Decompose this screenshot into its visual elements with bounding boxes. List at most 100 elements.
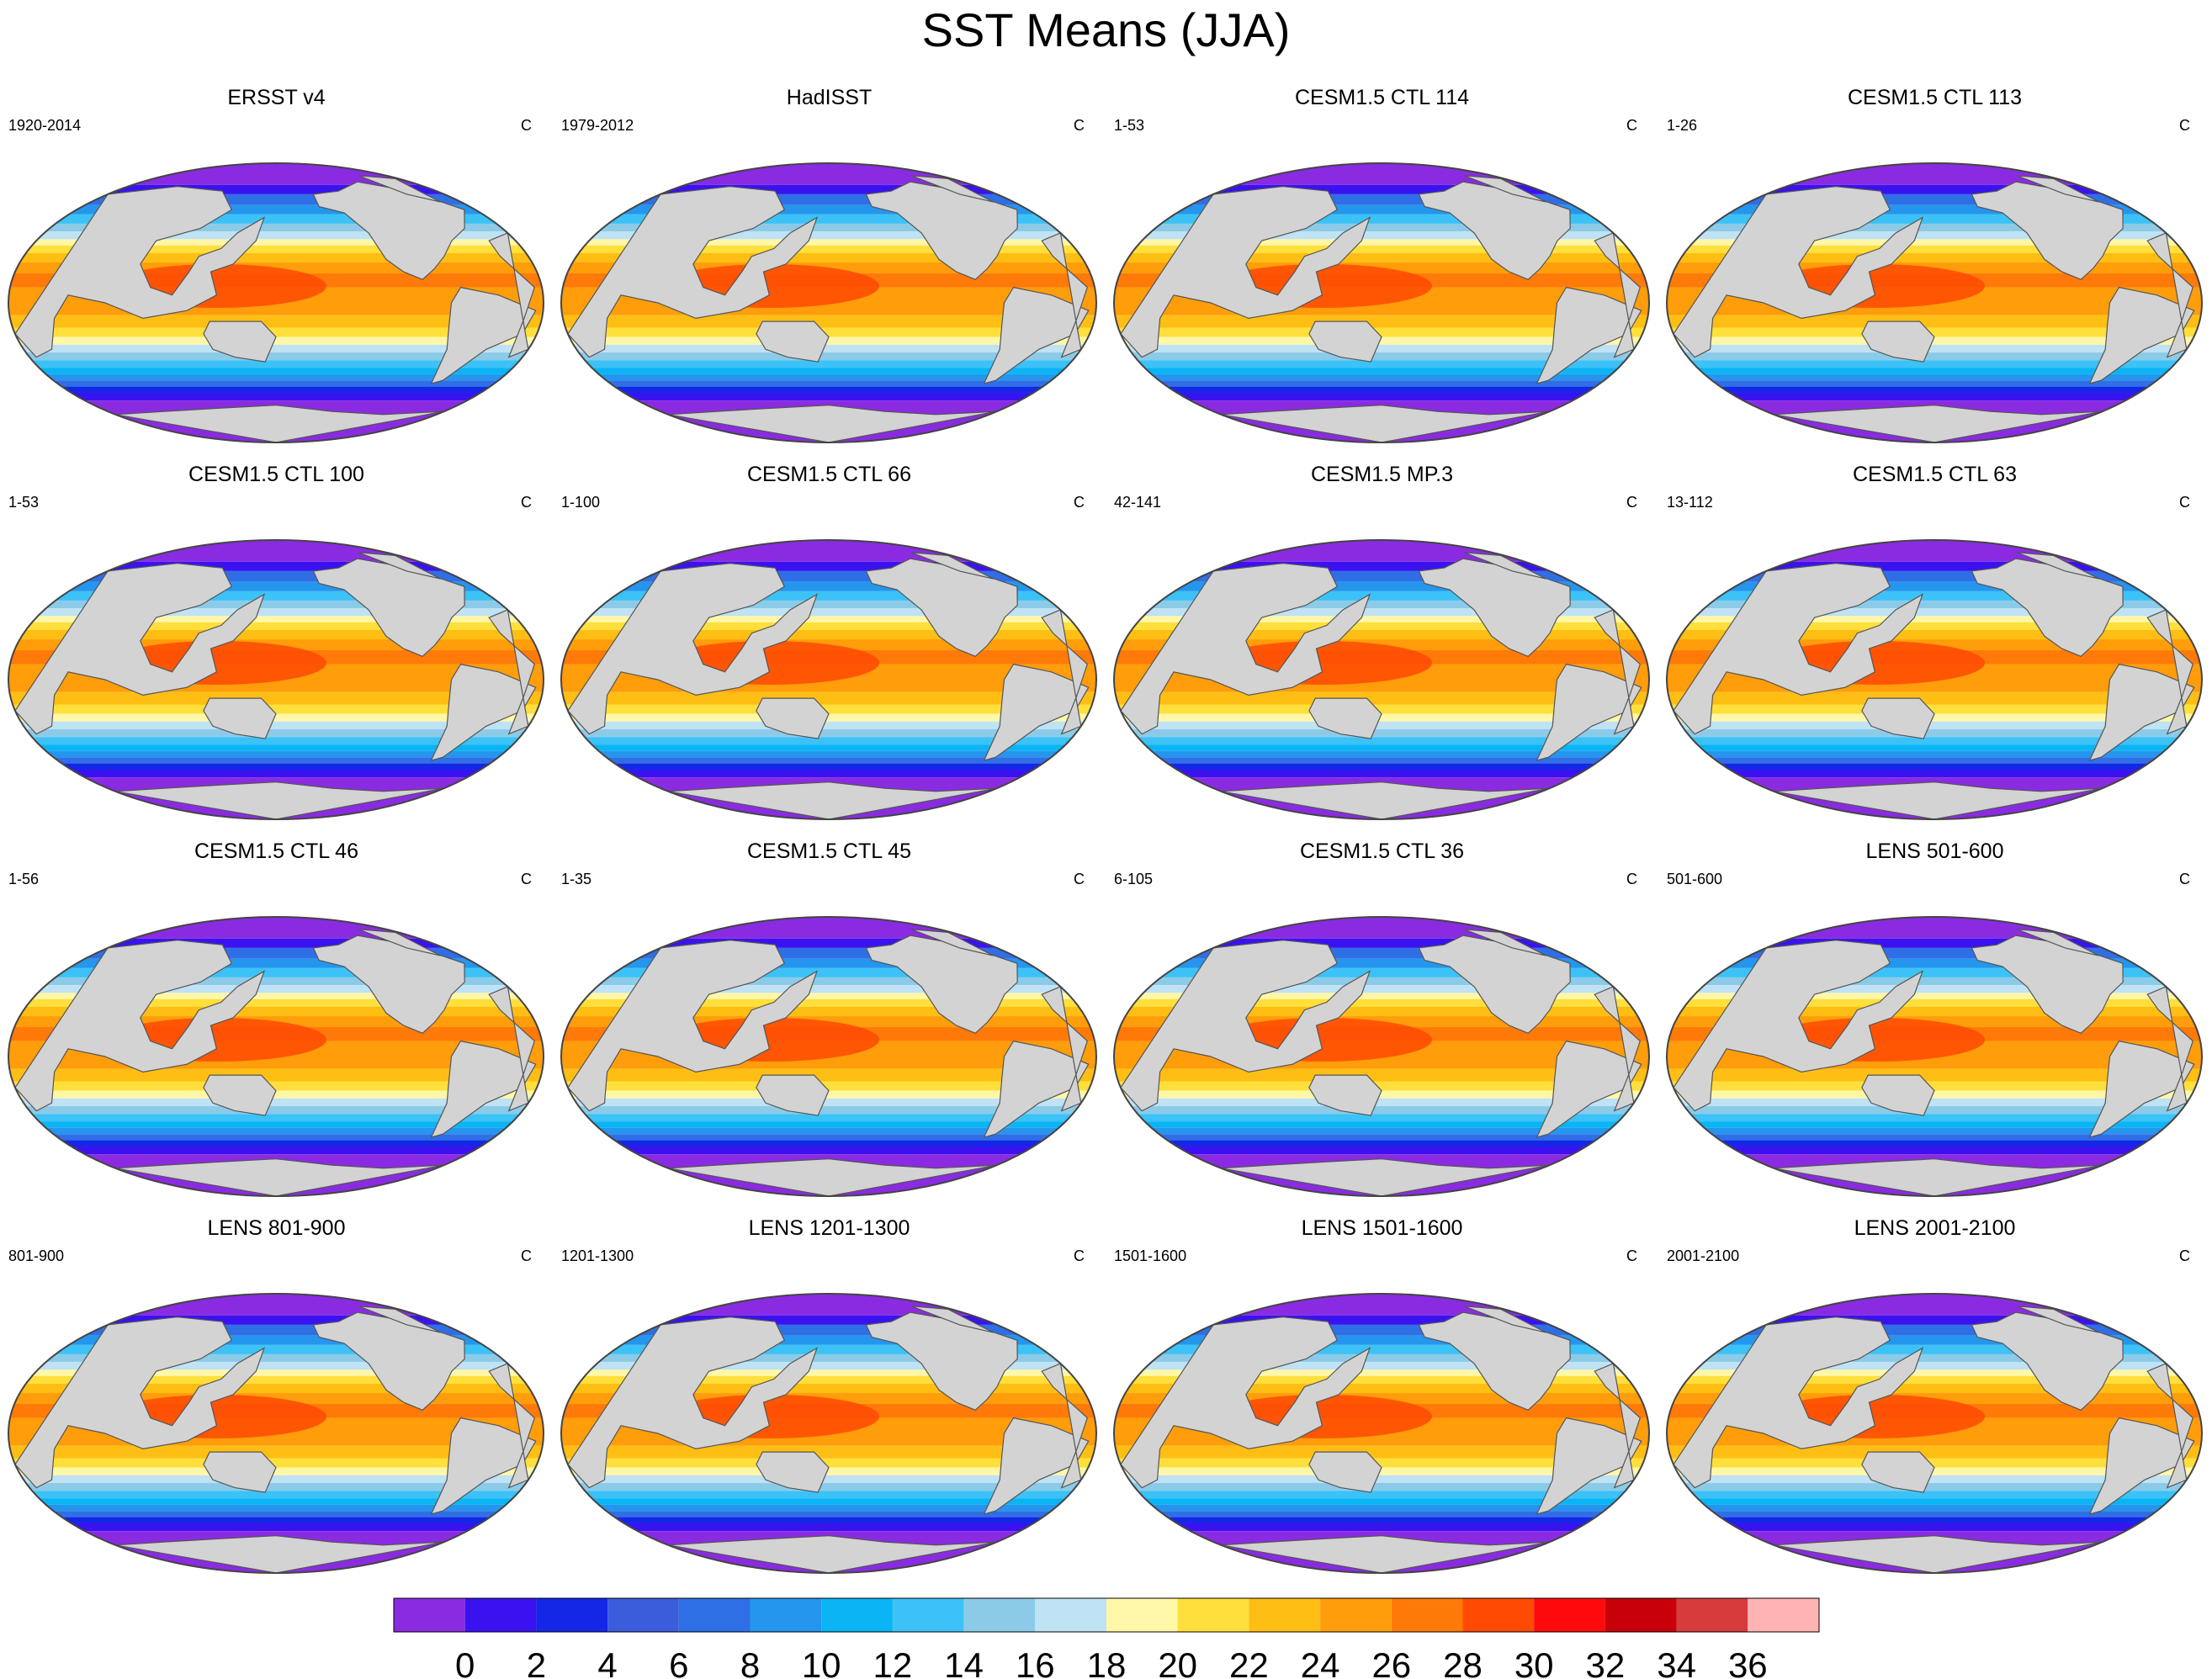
sst-band — [1667, 591, 2202, 601]
land-mass — [1594, 1363, 1641, 1489]
sst-band — [1114, 1523, 1649, 1532]
sst-band — [8, 600, 544, 609]
map-canvas — [8, 539, 544, 820]
sst-band — [1114, 1498, 1649, 1505]
land-mass — [1308, 1451, 1382, 1493]
sst-band — [561, 1362, 1096, 1370]
sst-band — [8, 1375, 544, 1384]
colorbar-swatch — [1249, 1598, 1321, 1632]
map-panel: HadISST 1979-2012 C — [553, 84, 1106, 458]
sst-band — [561, 581, 1096, 591]
map-canvas — [560, 916, 1097, 1197]
colorbar-swatch — [607, 1598, 679, 1632]
sst-band — [8, 380, 544, 387]
sst-band — [561, 368, 1096, 374]
sst-band — [8, 750, 544, 758]
sst-band — [1667, 744, 2202, 751]
figure-title: SST Means (JJA) — [921, 3, 1291, 56]
sst-band — [561, 629, 1096, 640]
sst-band — [8, 1121, 544, 1128]
sst-band — [561, 721, 1096, 730]
sst-band — [1114, 704, 1649, 714]
sst-band — [561, 1098, 1096, 1107]
sst-band — [561, 1114, 1096, 1122]
sst-band — [1667, 352, 2202, 361]
map-canvas — [1666, 162, 2203, 443]
sst-band — [8, 1483, 544, 1491]
sst-band — [561, 561, 1096, 571]
sst-band — [8, 1081, 544, 1091]
sst-band — [1114, 985, 1649, 993]
land-mass — [2146, 986, 2193, 1112]
colorbar-swatch — [464, 1598, 537, 1632]
sst-band — [561, 998, 1096, 1007]
colorbar-tick-label: 20 — [1158, 1645, 1197, 1679]
sst-band — [1667, 729, 2202, 738]
land-mass — [14, 186, 266, 358]
land-mass — [203, 320, 277, 363]
sst-band — [561, 1006, 1096, 1017]
sst-band — [1667, 763, 2202, 770]
sst-band — [8, 1383, 544, 1394]
sst-band — [1114, 1315, 1649, 1325]
sst-band — [561, 757, 1096, 764]
sst-band — [561, 392, 1096, 401]
sst-band — [8, 1146, 544, 1155]
sst-band — [1114, 1491, 1649, 1499]
sst-band — [1114, 1511, 1649, 1517]
map-outline — [1113, 1293, 1650, 1574]
sst-band — [1667, 204, 2202, 215]
land-mass — [488, 1363, 535, 1489]
land-mass — [14, 1316, 266, 1489]
sst-band — [1667, 1134, 2202, 1141]
sst-band — [1667, 344, 2202, 353]
sst-band — [8, 1504, 544, 1512]
land-mass — [668, 405, 998, 442]
map-outline — [560, 162, 1097, 443]
sst-band — [1667, 1369, 2202, 1376]
panel-period: 1-56 — [8, 871, 40, 887]
sst-band — [8, 744, 544, 751]
map-panel: LENS 501-600 501-600 C — [1658, 838, 2211, 1212]
sst-band — [1114, 1504, 1649, 1512]
land-mass — [2017, 552, 2099, 580]
panel-unit: C — [521, 117, 532, 134]
panel-title: CESM1.5 CTL 63 — [1853, 463, 2017, 486]
sst-band — [1667, 184, 2202, 194]
land-mass — [567, 186, 819, 358]
sst-band — [8, 163, 544, 185]
sst-band — [1667, 993, 2202, 999]
panel-period: 1920-2014 — [8, 117, 82, 134]
panel-unit: C — [521, 871, 532, 887]
colorbar-swatch — [1177, 1598, 1249, 1632]
colorbar-tick-label: 4 — [597, 1645, 617, 1679]
sst-band — [561, 1498, 1096, 1505]
sst-band — [1667, 239, 2202, 246]
sst-band — [1114, 380, 1649, 387]
sst-band — [1114, 1369, 1649, 1376]
land-mass — [358, 1306, 441, 1333]
panel-period: 1501-1600 — [1114, 1247, 1187, 1264]
sst-band — [8, 360, 544, 368]
sst-band — [561, 1315, 1096, 1325]
land-mass — [1673, 1316, 1924, 1489]
land-mass — [488, 609, 535, 735]
sst-band — [1667, 750, 2202, 758]
colorbar-swatch — [963, 1598, 1036, 1632]
sst-band — [1667, 721, 2202, 730]
sst-band — [561, 231, 1096, 240]
sst-band — [1114, 1353, 1649, 1363]
sst-band — [8, 1294, 544, 1316]
sst-band — [1114, 769, 1649, 778]
sst-band — [8, 1475, 544, 1484]
sst-band — [1667, 1483, 2202, 1491]
sst-band — [1667, 360, 2202, 368]
sst-band — [1114, 1475, 1649, 1484]
colorbar-tick-label: 36 — [1728, 1645, 1768, 1679]
land-mass — [1464, 175, 1546, 203]
sst-band — [1667, 1121, 2202, 1128]
land-mass — [756, 1074, 830, 1116]
sst-band — [1114, 231, 1649, 240]
sst-band — [561, 1375, 1096, 1384]
sst-band — [1114, 967, 1649, 977]
